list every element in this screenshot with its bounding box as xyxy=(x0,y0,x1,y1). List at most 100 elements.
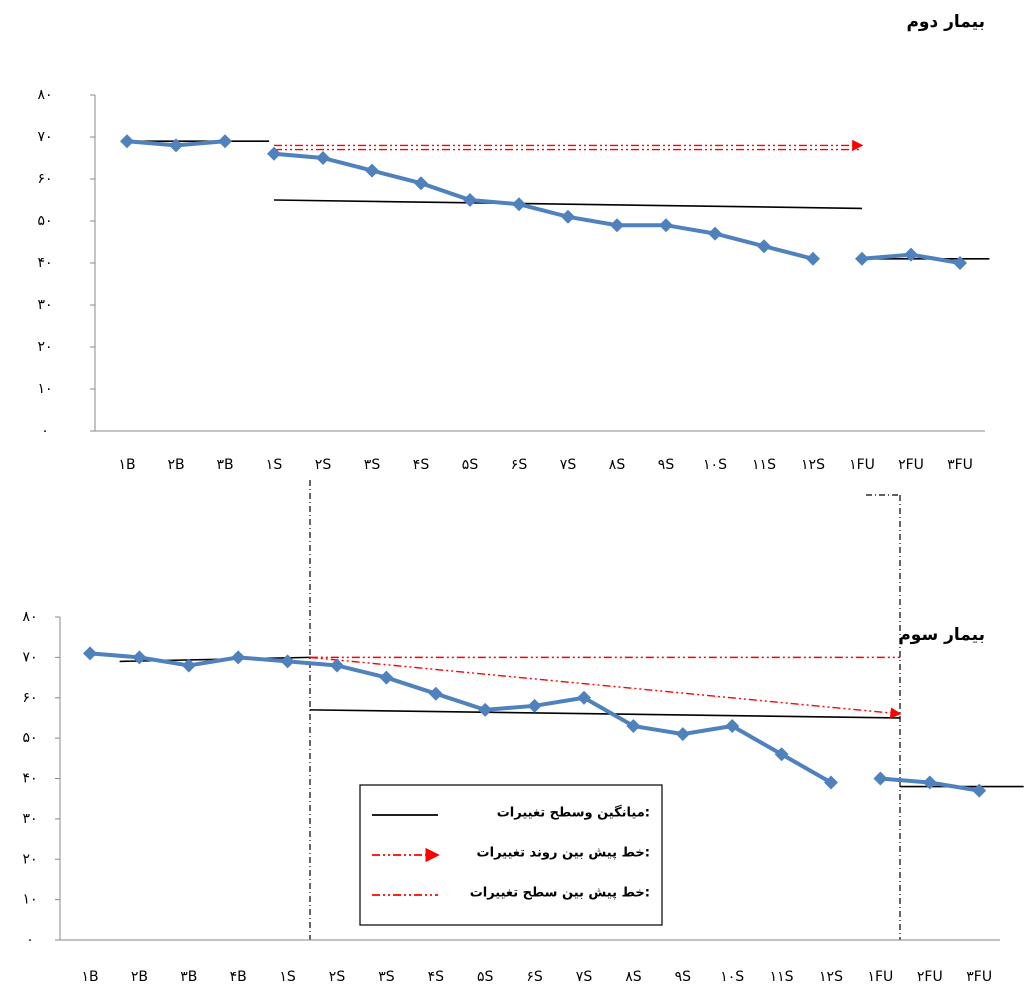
data-point xyxy=(280,654,295,669)
x-tick-label: ۱S xyxy=(279,969,296,985)
y-tick-label: ۷۰ xyxy=(37,129,52,145)
data-point xyxy=(561,209,575,224)
x-tick-label: ۷S xyxy=(576,969,593,985)
y-tick-label: ۰ xyxy=(26,932,34,948)
y-tick-label: ۲۰ xyxy=(37,339,52,355)
data-point xyxy=(428,686,443,701)
data-point xyxy=(414,176,428,191)
data-point xyxy=(953,256,967,270)
data-point xyxy=(824,775,838,790)
x-tick-label: ۳B xyxy=(216,457,233,473)
y-tick-label: ۰ xyxy=(41,423,49,439)
x-tick-label: ۲B xyxy=(167,457,184,473)
data-point xyxy=(132,650,147,665)
data-point xyxy=(218,134,232,149)
data-point xyxy=(478,702,493,717)
y-tick-label: ۶۰ xyxy=(37,171,52,187)
x-tick-label: ۱۱S xyxy=(752,457,776,473)
data-point xyxy=(904,247,918,262)
x-tick-label: ۲S xyxy=(315,457,332,473)
y-tick-label: ۳۰ xyxy=(37,297,52,313)
x-tick-label: ۵S xyxy=(462,457,479,473)
x-tick-label: ۲FU xyxy=(917,969,943,985)
x-tick-label: ۸S xyxy=(609,457,626,473)
data-point xyxy=(873,771,888,786)
x-tick-label: ۹S xyxy=(675,969,692,985)
x-tick-label: ۴B xyxy=(230,969,247,985)
data-point xyxy=(922,775,937,790)
y-tick-label: ۵۰ xyxy=(22,730,37,746)
data-point xyxy=(231,650,246,665)
y-tick-label: ۵۰ xyxy=(37,213,52,229)
data-point xyxy=(83,646,97,661)
data-point xyxy=(725,719,740,734)
x-tick-label: ۴S xyxy=(413,457,430,473)
y-tick-label: ۴۰ xyxy=(37,255,52,271)
x-tick-label: ۲FU xyxy=(898,457,924,473)
data-point xyxy=(675,727,690,742)
data-point xyxy=(463,193,477,207)
data-point xyxy=(972,783,987,798)
x-tick-label: ۳B xyxy=(180,969,197,985)
reference-line xyxy=(273,199,863,210)
data-point xyxy=(659,218,673,233)
x-tick-label: ۷S xyxy=(560,457,577,473)
data-point xyxy=(757,239,771,254)
data-point xyxy=(169,138,183,153)
data-point xyxy=(365,163,379,178)
x-tick-label: ۳S xyxy=(378,969,395,985)
y-tick-label: ۴۰ xyxy=(22,771,37,787)
data-point xyxy=(774,747,789,762)
y-tick-label: ۸۰ xyxy=(37,87,52,103)
x-tick-label: ۹S xyxy=(658,457,675,473)
x-tick-label: ۱FU xyxy=(867,969,893,985)
x-tick-label: ۲B xyxy=(131,969,148,985)
y-tick-label: ۲۰ xyxy=(22,851,37,867)
y-tick-label: ۱۰ xyxy=(22,892,37,908)
chart-title: بیمار دوم xyxy=(906,12,985,32)
legend-label: خط پیش بین روند تغییرات: xyxy=(477,846,650,861)
x-tick-label: ۱۲S xyxy=(819,969,843,985)
data-point xyxy=(512,197,526,212)
legend-label: خط پیش بین سطح تغییرات: xyxy=(470,886,650,901)
y-tick-label: ۸۰ xyxy=(22,609,37,625)
x-tick-label: ۵S xyxy=(477,969,494,985)
data-point xyxy=(806,251,820,266)
y-tick-label: ۷۰ xyxy=(22,649,37,665)
data-point xyxy=(626,719,641,734)
y-tick-label: ۳۰ xyxy=(22,811,37,827)
data-point xyxy=(855,251,869,266)
series-line xyxy=(273,151,814,261)
data-point xyxy=(577,690,591,705)
x-tick-label: ۳FU xyxy=(947,457,973,473)
data-point xyxy=(379,670,394,685)
x-tick-label: ۴S xyxy=(428,969,445,985)
data-point xyxy=(708,226,722,241)
x-tick-label: ۶S xyxy=(526,969,543,985)
reference-line xyxy=(309,709,901,719)
x-tick-label: ۱B xyxy=(81,969,98,985)
chart-title: بیمار سوم xyxy=(898,625,985,645)
data-point xyxy=(330,658,344,673)
data-point xyxy=(267,146,281,161)
x-tick-label: ۱۱S xyxy=(770,969,794,985)
x-tick-label: ۳FU xyxy=(966,969,992,985)
x-tick-label: ۱S xyxy=(266,457,283,473)
x-tick-label: ۱۲S xyxy=(801,457,825,473)
data-point xyxy=(181,658,196,673)
legend-label: میانگین وسطح تغییرات: xyxy=(497,805,650,821)
x-tick-label: ۱B xyxy=(118,457,135,473)
x-tick-label: ۸S xyxy=(625,969,642,985)
x-tick-label: ۱۰S xyxy=(720,969,744,985)
x-tick-label: ۱۰S xyxy=(703,457,727,473)
y-tick-label: ۱۰ xyxy=(37,381,52,397)
x-tick-label: ۳S xyxy=(364,457,381,473)
x-tick-label: ۱FU xyxy=(849,457,875,473)
x-tick-label: ۲S xyxy=(329,969,346,985)
reference-line xyxy=(309,656,902,719)
data-point xyxy=(610,218,624,233)
data-point xyxy=(527,698,542,713)
x-tick-label: ۶S xyxy=(511,457,528,473)
data-point xyxy=(120,134,134,149)
